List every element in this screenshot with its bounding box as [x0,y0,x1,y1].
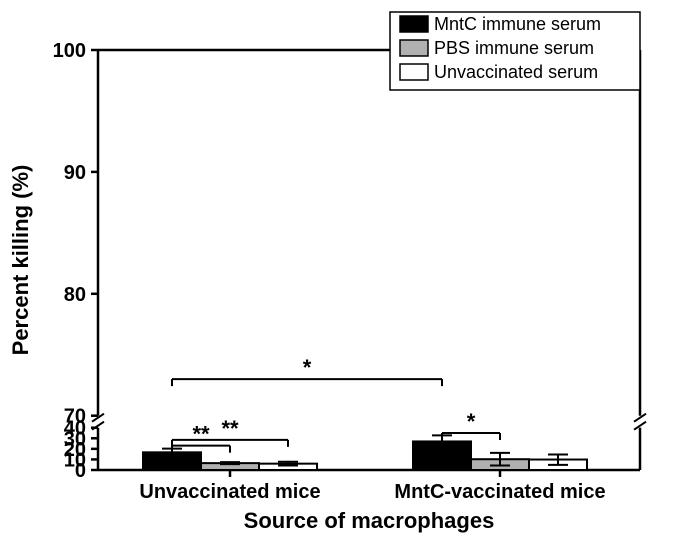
x-tick-label: MntC-vaccinated mice [394,481,605,503]
significance-label: ** [192,422,210,447]
significance-label: * [467,409,476,434]
svg-text:80: 80 [64,284,86,306]
legend-label: Unvaccinated serum [434,62,598,82]
x-axis-label: Source of macrophages [244,508,495,533]
legend-label: MntC immune serum [434,14,601,34]
y-axis-label: Percent killing (%) [8,165,33,356]
svg-text:100: 100 [53,40,86,62]
bar-chart: 010203040708090100Percent killing (%)Unv… [0,0,685,552]
significance-label: ** [221,416,239,441]
legend-label: PBS immune serum [434,38,594,58]
chart-container: 010203040708090100Percent killing (%)Unv… [0,0,685,552]
svg-text:70: 70 [64,406,86,428]
significance-label: * [303,355,312,380]
svg-text:90: 90 [64,162,86,184]
x-tick-label: Unvaccinated mice [139,481,320,503]
